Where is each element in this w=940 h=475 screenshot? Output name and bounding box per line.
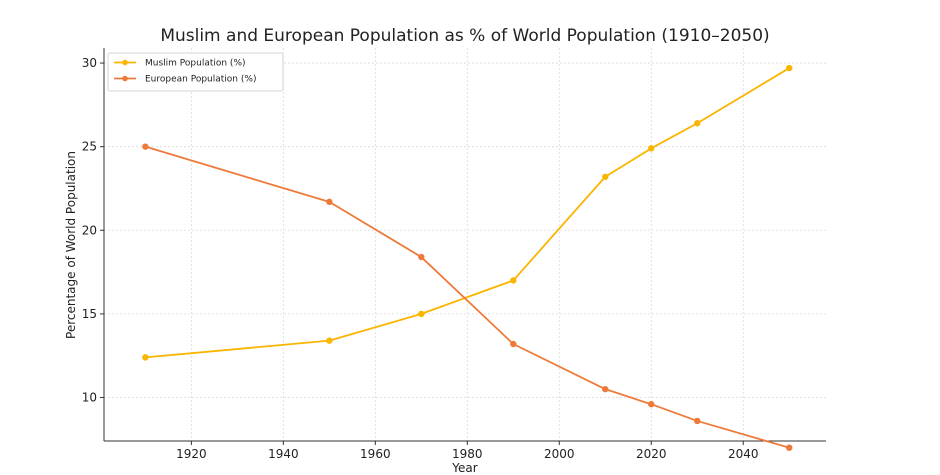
data-point-european (142, 143, 149, 150)
x-tick-label: 2040 (728, 447, 759, 461)
data-point-european (510, 340, 517, 348)
data-point-european (326, 198, 333, 206)
data-point-muslim (418, 310, 425, 318)
axis-layer: 1920 1940 1960 1980 2000 2020 2040 10 15 20 25 30 (82, 48, 826, 461)
x-tick-label: 2000 (544, 447, 575, 461)
x-tick-label: 1980 (452, 447, 483, 461)
data-point-european (694, 417, 701, 425)
legend-box (107, 52, 284, 92)
y-axis-label: Percentage of World Population (64, 151, 78, 339)
y-tick-label: 30 (82, 56, 97, 70)
legend-label-european: European Population (%) (145, 75, 256, 85)
series-line-muslim (144, 67, 791, 359)
x-tick-label: 1940 (268, 447, 299, 461)
legend-marker-muslim (122, 59, 128, 66)
data-point-muslim (142, 354, 149, 361)
grid-layer (104, 48, 826, 441)
data-point-european (418, 253, 425, 261)
data-point-muslim (326, 337, 333, 344)
chart-title: Muslim and European Population as % of W… (160, 26, 769, 46)
data-point-muslim (648, 145, 655, 152)
series-layer (142, 64, 793, 451)
y-tick-label: 20 (82, 223, 97, 237)
x-tick-label: 2020 (636, 447, 667, 461)
y-tick-label: 10 (82, 391, 97, 405)
y-tick-label: 25 (82, 140, 97, 154)
data-point-european (786, 444, 793, 451)
y-tick-label: 15 (82, 307, 97, 321)
data-point-european (602, 385, 609, 393)
data-point-muslim (786, 64, 793, 72)
x-tick-label: 1920 (176, 447, 207, 461)
data-point-muslim (602, 173, 609, 180)
data-point-muslim (694, 120, 701, 127)
legend-marker-european (122, 75, 128, 82)
data-point-european (648, 401, 655, 408)
data-point-muslim (510, 277, 517, 284)
legend-item-european: European Population (%) (114, 75, 256, 85)
x-tick-label: 1960 (360, 447, 391, 461)
legend-label-muslim: Muslim Population (%) (145, 59, 246, 69)
legend-item-muslim: Muslim Population (%) (114, 59, 246, 69)
legend: Muslim Population (%) European Populatio… (107, 52, 284, 92)
series-line-european (144, 145, 791, 449)
x-axis-label: Year (451, 461, 477, 475)
